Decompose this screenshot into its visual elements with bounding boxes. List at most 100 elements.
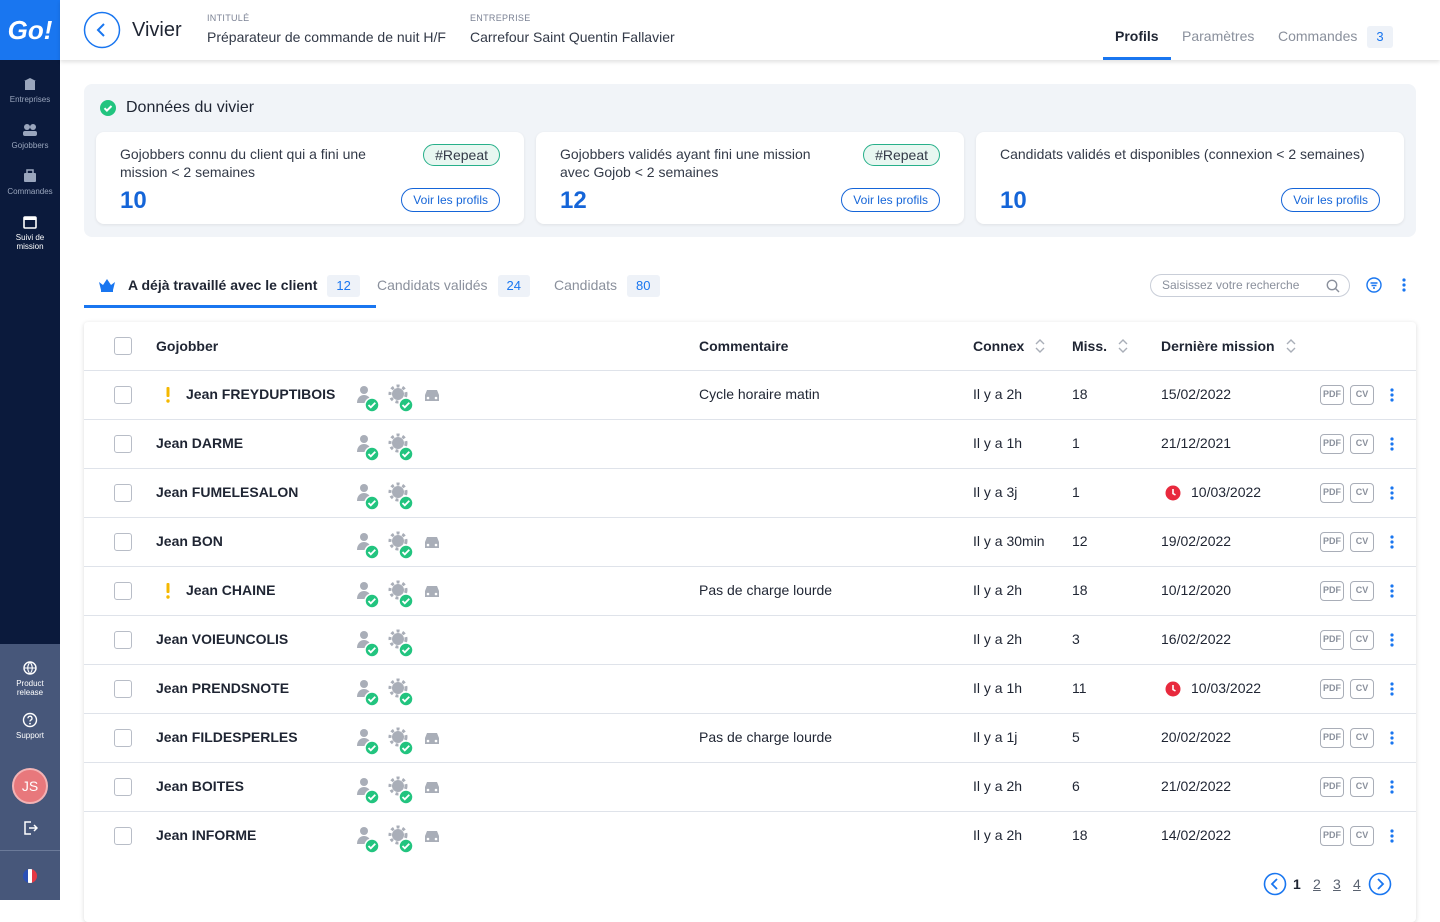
row-menu[interactable] <box>1388 387 1396 406</box>
page-number[interactable]: 2 <box>1313 876 1321 892</box>
checkbox[interactable] <box>114 533 132 551</box>
checkbox[interactable] <box>114 778 132 796</box>
stat-button[interactable]: Voir les profils <box>1281 188 1380 212</box>
next-page-svg <box>1368 872 1392 896</box>
doc-button[interactable]: PDF <box>1320 826 1344 846</box>
gojobber-name[interactable]: Jean PRENDSNOTE <box>156 680 290 696</box>
header-tab[interactable]: Commandes 3 <box>1266 0 1405 60</box>
nav-item[interactable]: Commandes <box>0 168 60 196</box>
table-row: Jean BOITES Il y a 2h 6 21/02/2022 PDF CV <box>84 762 1416 811</box>
checkbox[interactable] <box>114 729 132 747</box>
status-icons <box>354 775 444 810</box>
doc-button[interactable]: PDF <box>1320 532 1344 552</box>
doc-button[interactable]: CV <box>1350 728 1374 748</box>
doc-button[interactable]: CV <box>1350 532 1374 552</box>
search-input[interactable]: Saisissez votre recherche <box>1150 274 1350 297</box>
nav-item[interactable]: Support <box>0 712 60 740</box>
doc-button[interactable]: CV <box>1350 483 1374 503</box>
row-menu[interactable] <box>1388 534 1396 553</box>
row-menu[interactable] <box>1388 681 1396 700</box>
doc-button[interactable]: CV <box>1350 630 1374 650</box>
row-menu[interactable] <box>1388 436 1396 455</box>
nav-icon <box>24 169 36 182</box>
row-menu[interactable] <box>1388 632 1396 651</box>
connex: Il y a 1h <box>973 435 1023 451</box>
column-header[interactable]: Dernière mission <box>1161 322 1297 370</box>
row-menu[interactable] <box>1388 583 1396 602</box>
doc-button[interactable]: PDF <box>1320 483 1344 503</box>
language-flag[interactable] <box>22 868 38 889</box>
avatar[interactable]: JS <box>12 768 48 804</box>
nav-item[interactable]: Suivi de mission <box>0 214 60 251</box>
gojobber-name[interactable]: Jean FUMELESALON <box>156 484 299 500</box>
missions: 11 <box>1072 680 1087 696</box>
row-menu[interactable] <box>1388 730 1396 749</box>
nav-item[interactable]: Entreprises <box>0 76 60 104</box>
doc-button[interactable]: PDF <box>1320 630 1344 650</box>
checkbox[interactable] <box>114 484 132 502</box>
nav-label: Gojobbers <box>11 141 49 150</box>
list-tab[interactable]: Candidats 80 <box>542 270 672 308</box>
doc-button[interactable]: CV <box>1350 581 1374 601</box>
checkbox[interactable] <box>114 631 132 649</box>
checkbox[interactable] <box>114 386 132 404</box>
row-menu[interactable] <box>1388 779 1396 798</box>
list-tab[interactable]: Candidats validés 24 <box>365 270 542 308</box>
column-header[interactable]: Connex <box>973 322 1046 370</box>
doc-button[interactable]: CV <box>1350 679 1374 699</box>
tab-count: 12 <box>327 275 360 297</box>
nav-item[interactable]: Gojobbers <box>0 122 60 150</box>
gojobber-name[interactable]: Jean BOITES <box>156 778 244 794</box>
page-number[interactable]: 1 <box>1293 876 1301 892</box>
next-page[interactable] <box>1368 872 1392 901</box>
search-icon <box>1326 279 1340 293</box>
doc-button[interactable]: PDF <box>1320 679 1344 699</box>
doc-button[interactable]: PDF <box>1320 434 1344 454</box>
row-menu[interactable] <box>1388 828 1396 847</box>
stat-button[interactable]: Voir les profils <box>841 188 940 212</box>
page-number[interactable]: 4 <box>1353 876 1361 892</box>
nav-item[interactable]: Product release <box>0 660 60 697</box>
checkbox[interactable] <box>114 337 132 355</box>
warning-icon <box>164 582 172 603</box>
logout-icon[interactable] <box>22 820 39 841</box>
checkbox[interactable] <box>114 582 132 600</box>
page-number[interactable]: 3 <box>1333 876 1341 892</box>
checkbox[interactable] <box>114 827 132 845</box>
prev-page[interactable] <box>1263 872 1287 901</box>
gojobber-name[interactable]: Jean INFORME <box>156 827 257 843</box>
header-tab[interactable]: Profils <box>1103 0 1171 60</box>
stat-button[interactable]: Voir les profils <box>401 188 500 212</box>
connex: Il y a 1h <box>973 680 1023 696</box>
gojobber-name[interactable]: Jean CHAINE <box>186 582 276 598</box>
doc-button[interactable]: CV <box>1350 434 1374 454</box>
gojobber-name[interactable]: Jean BON <box>156 533 223 549</box>
doc-button[interactable]: PDF <box>1320 728 1344 748</box>
filter-button[interactable] <box>1366 277 1382 293</box>
doc-button[interactable]: PDF <box>1320 385 1344 405</box>
nav-label: Entreprises <box>9 95 51 104</box>
status-icons-svg <box>357 727 439 756</box>
gojobber-name[interactable]: Jean VOIEUNCOLIS <box>156 631 289 647</box>
doc-button[interactable]: CV <box>1350 777 1374 797</box>
more-button[interactable] <box>1400 277 1408 293</box>
header-tab[interactable]: Paramètres <box>1170 0 1266 60</box>
logo[interactable]: Go! <box>0 0 60 60</box>
gojobber-name[interactable]: Jean FREYDUPTIBOIS <box>186 386 336 402</box>
list-tab[interactable]: A déjà travaillé avec le client 12 <box>84 270 376 308</box>
gojobber-name[interactable]: Jean FILDESPERLES <box>156 729 298 745</box>
doc-button[interactable]: CV <box>1350 826 1374 846</box>
row-menu-svg <box>1390 486 1394 500</box>
checkbox[interactable] <box>114 435 132 453</box>
table-row: Jean DARME Il y a 1h 1 21/12/2021 PDF CV <box>84 419 1416 468</box>
doc-button[interactable]: CV <box>1350 385 1374 405</box>
checkbox[interactable] <box>114 680 132 698</box>
doc-button[interactable]: PDF <box>1320 777 1344 797</box>
doc-button[interactable]: PDF <box>1320 581 1344 601</box>
column-header[interactable]: Miss. <box>1072 322 1129 370</box>
row-menu[interactable] <box>1388 485 1396 504</box>
back-button[interactable] <box>83 11 121 49</box>
gojobber-name[interactable]: Jean DARME <box>156 435 244 451</box>
missions: 12 <box>1072 533 1088 549</box>
table-row: Jean PRENDSNOTE Il y a 1h 11 10/03/2022 PDF C… <box>84 664 1416 713</box>
